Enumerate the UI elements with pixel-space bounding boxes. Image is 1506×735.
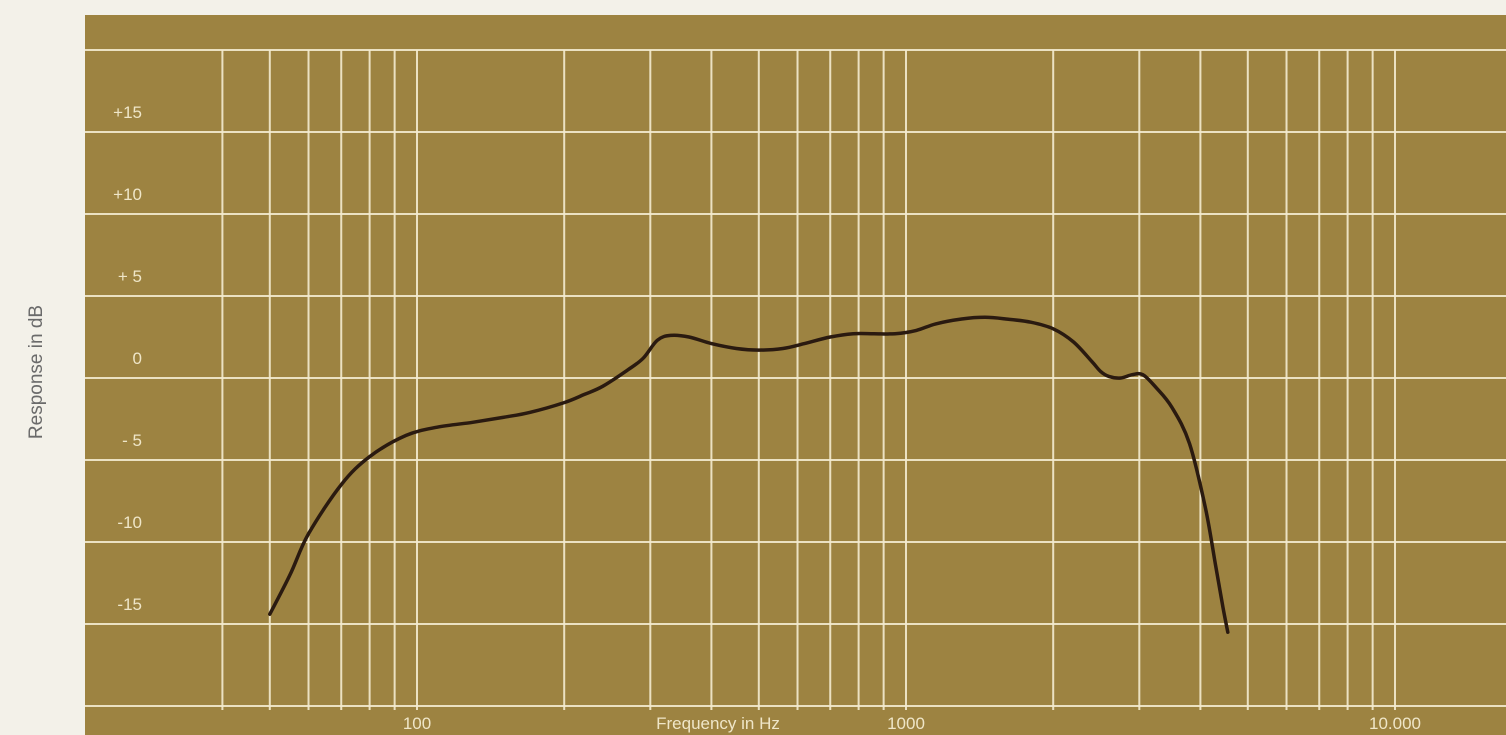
y-tick-label: 0 — [133, 349, 142, 368]
x-tick-label: 10.000 — [1369, 714, 1421, 733]
x-axis-label: Frequency in Hz — [656, 714, 780, 733]
x-tick-labels: 100 1000 10.000 — [403, 714, 1421, 733]
y-tick-label: -15 — [117, 595, 142, 614]
y-tick-label: + 5 — [118, 267, 142, 286]
x-tick-label: 100 — [403, 714, 431, 733]
y-axis-label: Response in dB — [26, 305, 47, 439]
y-tick-label: - 5 — [122, 431, 142, 450]
y-tick-label: -10 — [117, 513, 142, 532]
plot-background — [85, 15, 1506, 735]
response-curve — [268, 315, 1230, 634]
y-tick-label: +10 — [113, 185, 142, 204]
y-tick-label: +15 — [113, 103, 142, 122]
x-tick-label: 1000 — [887, 714, 925, 733]
y-tick-labels: +15 +10 + 5 0 - 5 -10 -15 — [113, 103, 142, 614]
grid-layer — [85, 49, 1506, 710]
